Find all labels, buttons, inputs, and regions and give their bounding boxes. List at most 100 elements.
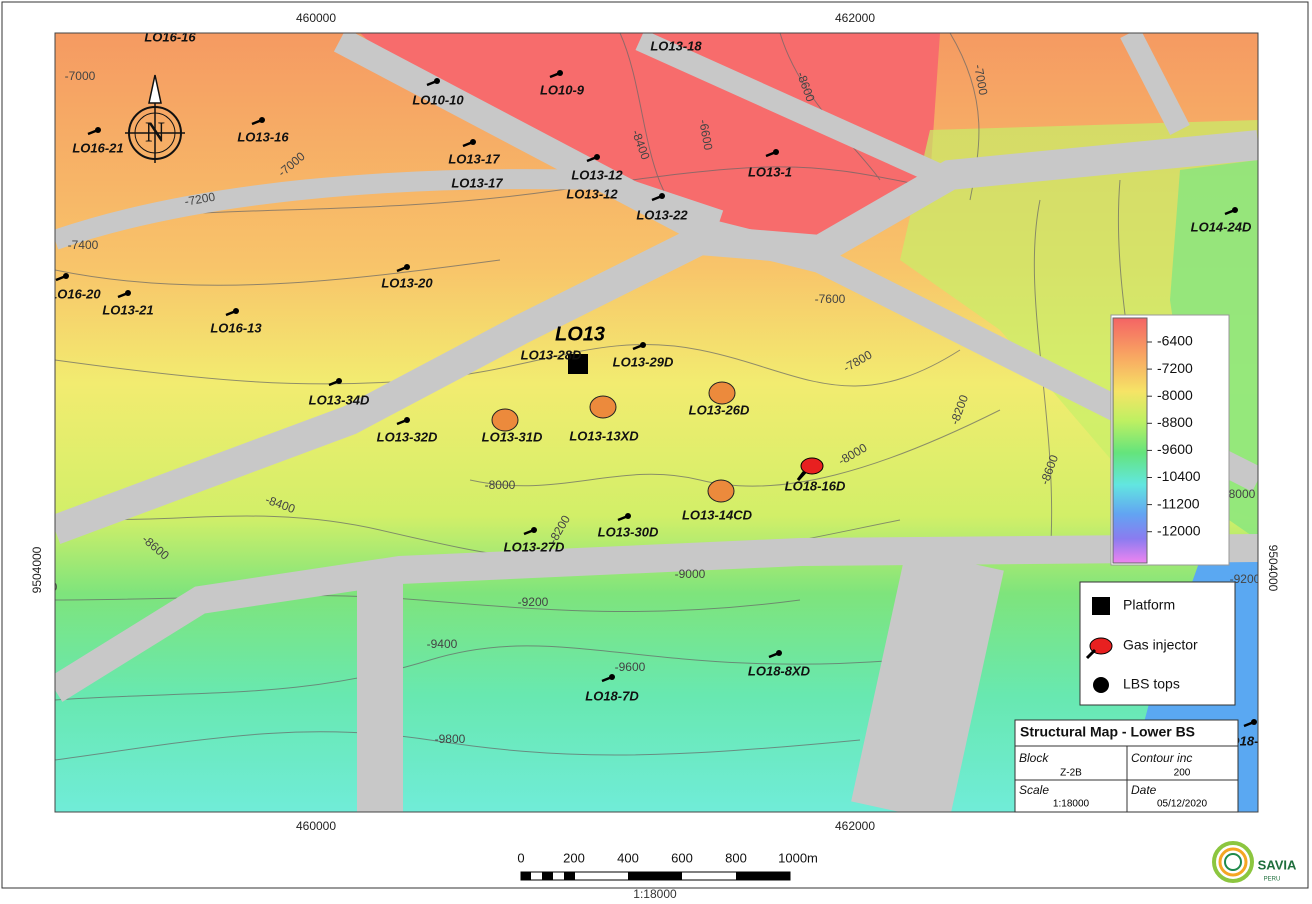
colorbar-label: -10400	[1157, 468, 1201, 484]
well-site	[491, 408, 519, 432]
well-label: LO14-24D	[1191, 219, 1252, 234]
coord-right: 9504000	[1266, 545, 1280, 592]
scale-label: 200	[563, 850, 585, 865]
well-label: LO10-10	[412, 92, 464, 107]
lbs-top	[233, 308, 239, 314]
legend-lbs-symbol	[1093, 677, 1109, 693]
colorbar-label: -8000	[1157, 387, 1193, 403]
contour-label: -7000	[65, 69, 96, 83]
contour-label: -8000	[485, 478, 516, 492]
scale-label: 600	[671, 850, 693, 865]
lbs-top	[640, 342, 646, 348]
lbs-top	[531, 527, 537, 533]
colorbar-ticks: -6400 -7200 -8000 -8800 -9600 -10400 -11200 -12…	[1147, 333, 1201, 538]
coord-bottom: 460000	[296, 819, 336, 833]
well-label: LO18-8XD	[748, 663, 811, 678]
colorbar-label: -9600	[1157, 441, 1193, 457]
block-label: LO13	[555, 323, 605, 345]
well-label: LO13-1	[748, 164, 792, 179]
well-label: LO13-22	[636, 207, 688, 222]
legend-gas-symbol	[1085, 637, 1113, 660]
coord-left: 9504000	[30, 546, 44, 593]
roads	[55, 33, 1258, 812]
contour-label: -7400	[68, 238, 99, 252]
coord-top: 460000	[296, 11, 336, 25]
well-label: LO13-13XD	[569, 428, 639, 443]
well-label: LO16-21	[72, 140, 123, 155]
title-block: Structural Map - Lower BS Block Z-2B Con…	[1014, 719, 1239, 813]
well-label: LO13-29D	[613, 354, 674, 369]
logo-country: PERU	[1264, 877, 1281, 883]
lbs-top	[557, 70, 563, 76]
colorbar-ramp	[1112, 317, 1148, 564]
contour-label: -9000	[675, 567, 706, 581]
field-label: Block	[1019, 751, 1049, 765]
colorbar: -6400 -7200 -8000 -8800 -9600 -10400 -11200 -12…	[1110, 314, 1230, 566]
contour-label: -7000	[971, 64, 990, 97]
field-value: 05/12/2020	[1157, 799, 1207, 810]
coord-top: 462000	[835, 11, 875, 25]
gas-injector	[800, 457, 824, 475]
contour-label: -9600	[615, 660, 646, 674]
well-label: LO16-20	[49, 286, 101, 301]
well-label: LO13-17	[451, 175, 503, 190]
well-label: LO13-28D	[521, 347, 582, 362]
contour-label: -7600	[815, 292, 846, 306]
well-label: LO13-20	[381, 275, 433, 290]
logo-name: SAVIA	[1258, 857, 1297, 872]
contour-label: -9200	[518, 595, 549, 609]
well-label: LO13-27D	[504, 539, 565, 554]
map-area: -7000-7000-8400-8600-6600-7000-7200-7400…	[27, 29, 1258, 812]
lbs-top	[336, 378, 342, 384]
lbs-top	[434, 78, 440, 84]
well-label: LO13-12	[571, 167, 623, 182]
well-site	[589, 395, 617, 419]
colorbar-label: -7200	[1157, 360, 1193, 376]
lbs-top	[404, 417, 410, 423]
colorbar-label: -11200	[1157, 495, 1200, 511]
contour-label: -6600	[696, 119, 715, 152]
well-label: LO13-18	[650, 38, 702, 53]
scale-label: 0	[517, 850, 524, 865]
logo: SAVIA PERU	[1212, 841, 1297, 883]
lbs-top	[594, 154, 600, 160]
legend-label: LBS tops	[1123, 676, 1180, 692]
legend-platform-symbol	[1092, 597, 1110, 615]
well-label: LO18-7D	[585, 688, 639, 703]
contour-label: -8800	[27, 580, 58, 594]
well-label: LO16-16	[144, 29, 196, 44]
lbs-top	[259, 117, 265, 123]
colorbar-label: -8800	[1157, 414, 1193, 430]
scale-bar: 0 200 400 600 800 1000m 1:18000	[517, 850, 817, 901]
contour-label: -7200	[184, 190, 217, 209]
coord-bottom: 462000	[835, 819, 875, 833]
lbs-top	[470, 139, 476, 145]
colorbar-label: -12000	[1157, 522, 1201, 538]
lbs-top	[63, 273, 69, 279]
well-label: LO13-16	[237, 129, 289, 144]
well-label: LO13-34D	[309, 392, 370, 407]
well-label: LO13-26D	[689, 402, 750, 417]
scale-label: 800	[725, 850, 747, 865]
field-label: Contour inc	[1131, 751, 1192, 765]
scale-label: 1000m	[778, 850, 818, 865]
field-value: 200	[1174, 768, 1191, 779]
well-label: LO18-16D	[785, 478, 846, 493]
platform	[568, 354, 588, 374]
map-border	[54, 32, 1259, 813]
well-label: LO13-14CD	[682, 507, 753, 522]
well-label: LO16-13	[210, 320, 262, 335]
well-label: LO13-31D	[482, 429, 543, 444]
svg-text:N: N	[145, 117, 165, 148]
field-label: Date	[1131, 783, 1157, 797]
scale-ratio: 1:18000	[633, 887, 677, 901]
lbs-top	[609, 674, 615, 680]
well-label: LO13-30D	[598, 524, 659, 539]
lbs-top	[1232, 207, 1238, 213]
legend: Platform Gas injector LBS tops	[1079, 581, 1236, 706]
well-label: LO10-9	[540, 82, 585, 97]
title: Structural Map - Lower BS	[1020, 724, 1195, 740]
